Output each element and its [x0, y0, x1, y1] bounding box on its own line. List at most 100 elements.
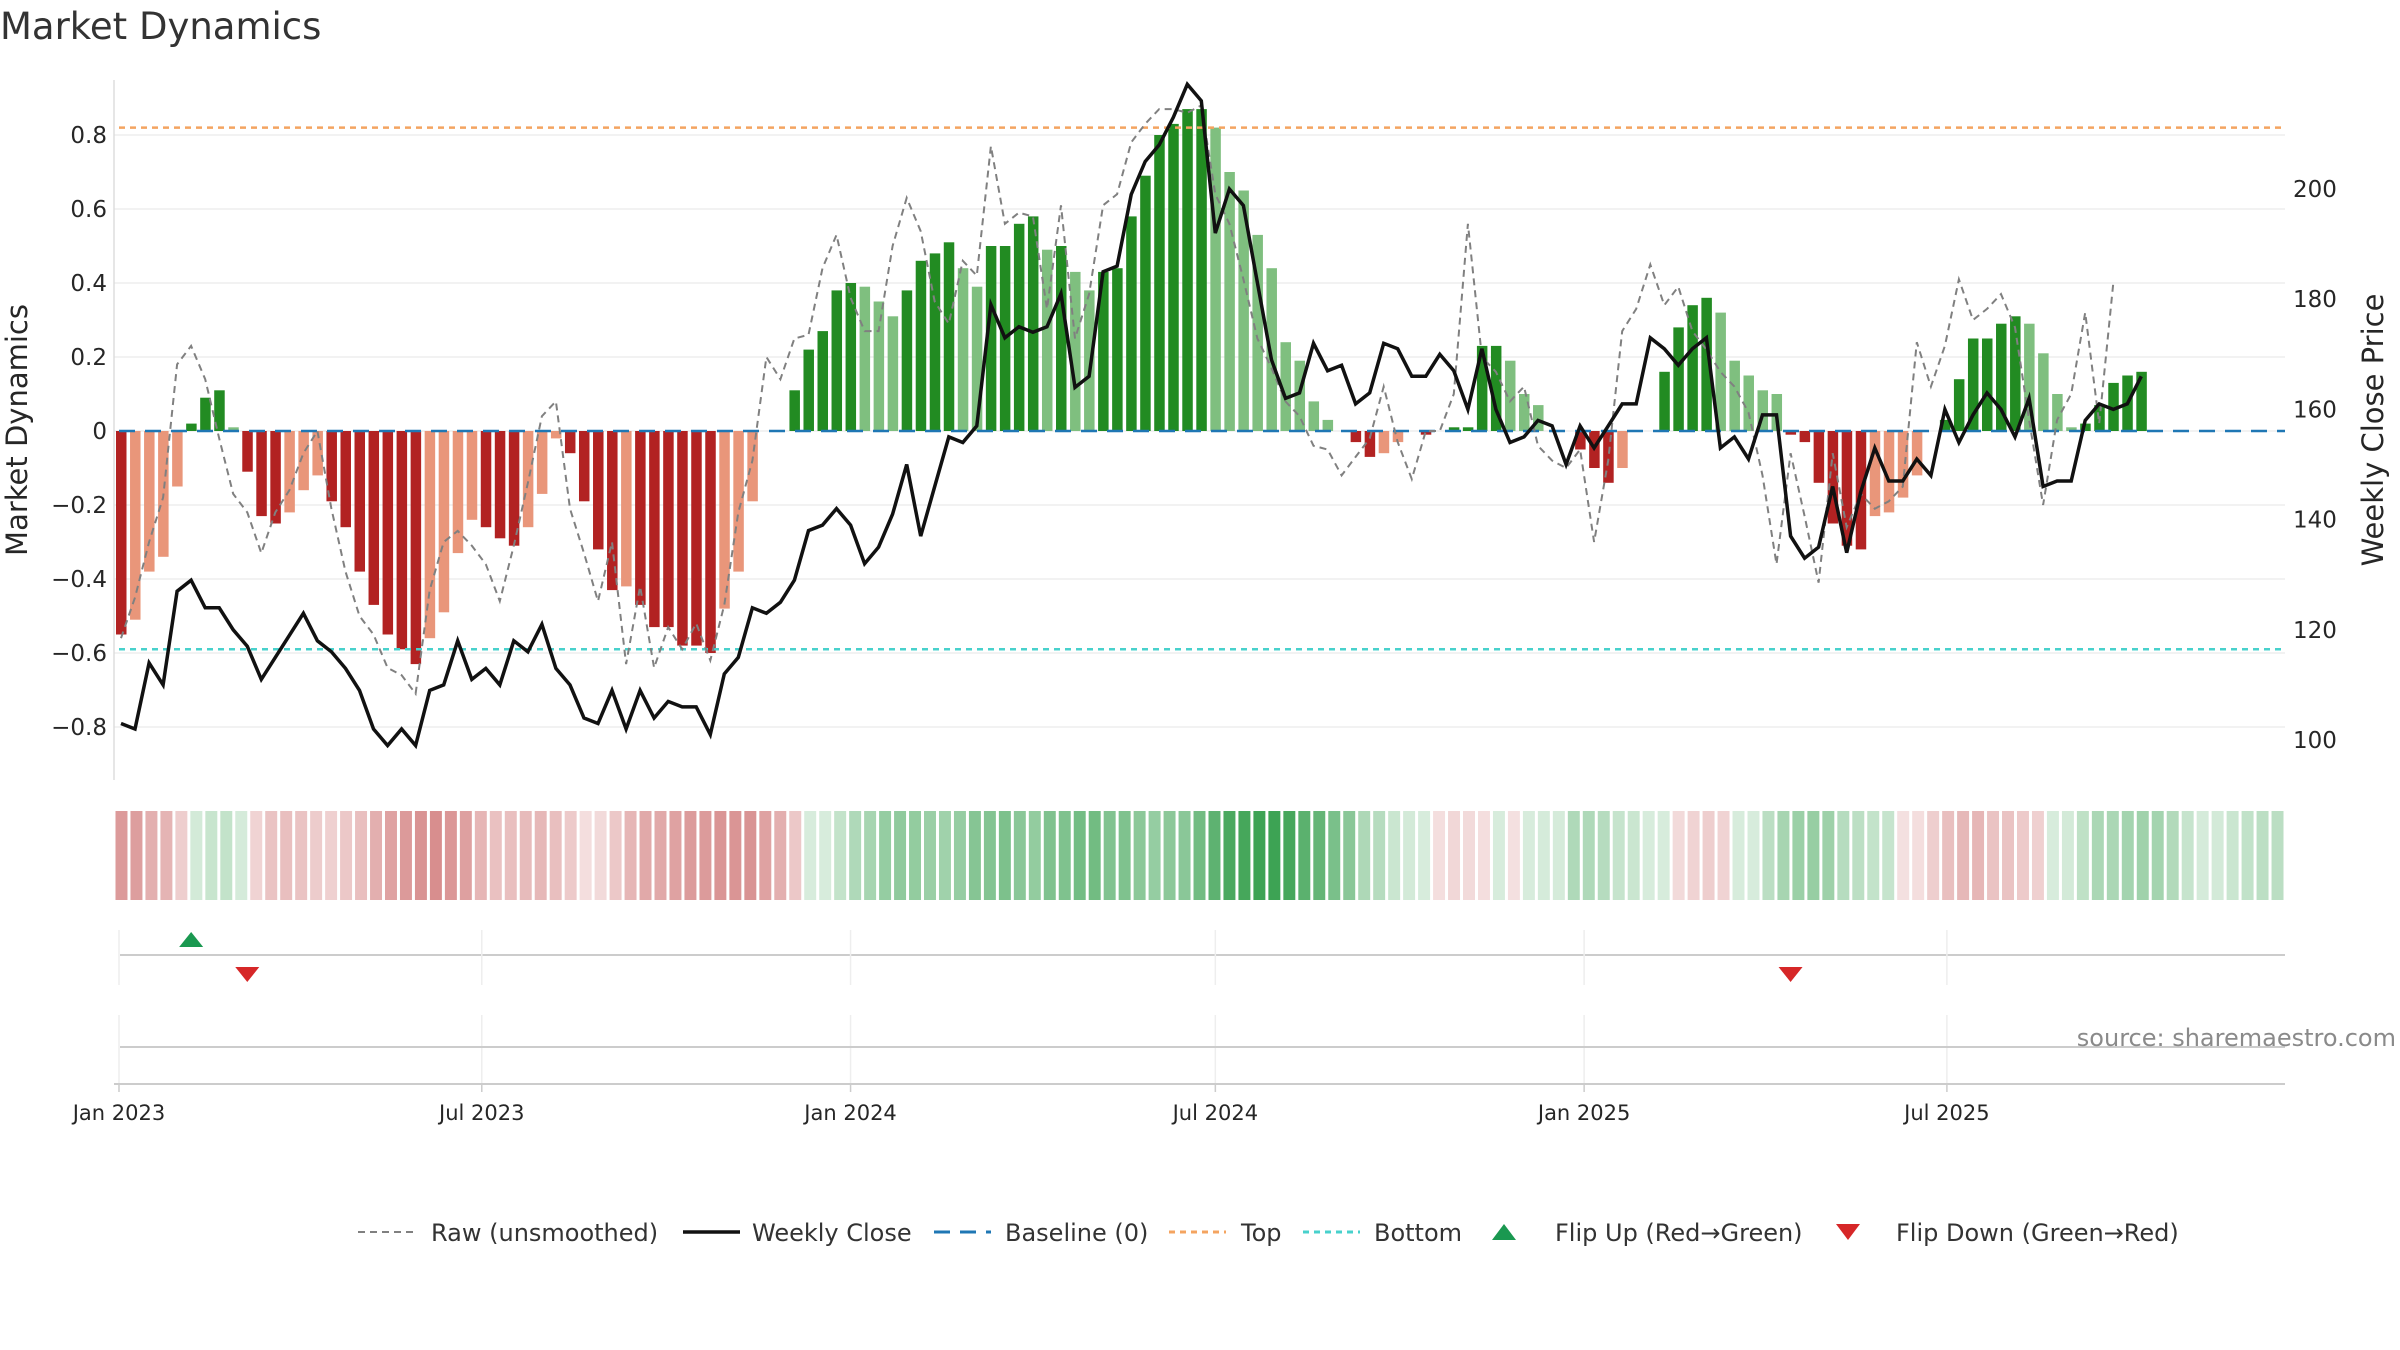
regime-cell — [1418, 811, 1431, 900]
dynamics-bar — [256, 431, 267, 517]
regime-strip — [115, 811, 2284, 900]
regime-cell — [2226, 811, 2239, 900]
regime-cell — [2121, 811, 2134, 900]
dynamics-bar — [1280, 342, 1291, 431]
dynamics-bar — [705, 431, 716, 653]
regime-cell — [459, 811, 472, 900]
dynamics-bar — [1112, 268, 1123, 431]
dynamics-bar — [536, 431, 548, 494]
legend-flip-down-label: Flip Down (Green→Red) — [1896, 1219, 2179, 1247]
regime-cell — [504, 811, 517, 900]
y2-tick-label: 120 — [2293, 618, 2337, 644]
y-tick-label: −0.6 — [51, 641, 107, 667]
regime-cell — [1717, 811, 1730, 900]
dynamics-bar — [1266, 268, 1277, 431]
regime-cell — [1388, 811, 1401, 900]
dynamics-bar — [298, 431, 309, 491]
regime-cell — [1238, 811, 1251, 900]
y2-tick-label: 200 — [2293, 177, 2337, 203]
regime-cell — [310, 811, 323, 900]
dynamics-bar — [1897, 431, 1909, 498]
regime-cell — [235, 811, 248, 900]
regime-cell — [924, 811, 936, 900]
dynamics-bar — [242, 431, 253, 472]
dynamics-bar — [1673, 327, 1684, 431]
regime-cell — [280, 811, 293, 900]
dynamics-bar — [1462, 427, 1474, 431]
dynamics-bar — [663, 431, 674, 628]
dynamics-bar — [1041, 249, 1053, 431]
regime-cell — [250, 811, 263, 900]
dynamics-bar — [733, 431, 744, 572]
dynamics-bar — [186, 423, 197, 431]
regime-cell — [983, 811, 996, 900]
regime-cell — [1987, 811, 2000, 900]
regime-cell — [894, 811, 907, 900]
regime-cell — [1597, 811, 1610, 900]
y2-axis-label: Weekly Close Price — [2356, 294, 2390, 567]
regime-cell — [1642, 811, 1655, 900]
dynamics-bar — [2052, 394, 2063, 431]
dynamics-bar — [2024, 323, 2035, 431]
dynamics-bar — [382, 431, 394, 635]
legend-flip-down-icon — [1836, 1224, 1860, 1240]
dynamics-bar — [1476, 345, 1488, 431]
regime-cell — [1013, 811, 1026, 900]
dynamics-bar — [1364, 431, 1376, 457]
regime-cell — [519, 811, 532, 900]
dynamics-bar — [943, 242, 955, 431]
regime-cell — [130, 811, 143, 900]
date-tick-label: Jul 2023 — [437, 1101, 524, 1125]
flip-up-icon — [179, 932, 204, 947]
dynamics-bar — [312, 431, 323, 476]
regime-cell — [1268, 811, 1281, 900]
dynamics-bar — [452, 431, 464, 554]
dynamics-bar — [550, 431, 562, 439]
dynamics-bar — [1953, 379, 1965, 431]
y-tick-label: 0 — [92, 419, 107, 445]
dynamics-bar — [1996, 323, 2007, 431]
legend-close-label: Weekly Close — [752, 1219, 912, 1247]
regime-cell — [579, 811, 592, 900]
dynamics-bar — [901, 290, 913, 431]
regime-cell — [1702, 811, 1715, 900]
dynamics-bar — [1448, 427, 1460, 431]
dynamics-bar — [1519, 394, 1530, 431]
regime-cell — [1552, 811, 1565, 900]
regime-cell — [1193, 811, 1206, 900]
dynamics-bar — [929, 253, 941, 431]
dynamics-bar — [578, 431, 590, 502]
regime-cell — [1942, 811, 1955, 900]
regime-cell — [1957, 811, 1970, 900]
regime-cell — [2076, 811, 2089, 900]
regime-cell — [1028, 811, 1041, 900]
regime-cell — [1328, 811, 1341, 900]
dynamics-bar — [915, 260, 927, 431]
y2-tick-label: 180 — [2293, 287, 2337, 313]
dynamics-bar — [1322, 419, 1334, 431]
regime-cell — [2046, 811, 2059, 900]
dynamics-bar — [116, 431, 127, 635]
dynamics-bar — [873, 301, 885, 431]
dynamics-bar — [1939, 419, 1951, 431]
regime-cell — [175, 811, 188, 900]
y2-tick-label: 100 — [2293, 728, 2337, 754]
regime-cell — [594, 811, 607, 900]
dynamics-bar — [172, 431, 183, 487]
regime-cell — [1882, 811, 1895, 900]
regime-cell — [1687, 811, 1700, 900]
dynamics-bar — [508, 431, 520, 546]
regime-cell — [1477, 811, 1490, 900]
dynamics-bar — [789, 390, 800, 431]
regime-cell — [1358, 811, 1371, 900]
dynamics-bar — [677, 431, 688, 646]
chart-title: Market Dynamics — [0, 5, 321, 48]
date-tick-label: Jan 2025 — [1536, 1101, 1631, 1125]
y-tick-label: −0.4 — [51, 567, 107, 593]
dynamics-bar — [2038, 353, 2049, 431]
flip-panel-gridlines — [118, 930, 1948, 985]
flip-down-icon — [1778, 967, 1803, 982]
regime-cell — [2061, 811, 2074, 900]
regime-cell — [2181, 811, 2194, 900]
dynamics-bar — [1027, 216, 1039, 431]
